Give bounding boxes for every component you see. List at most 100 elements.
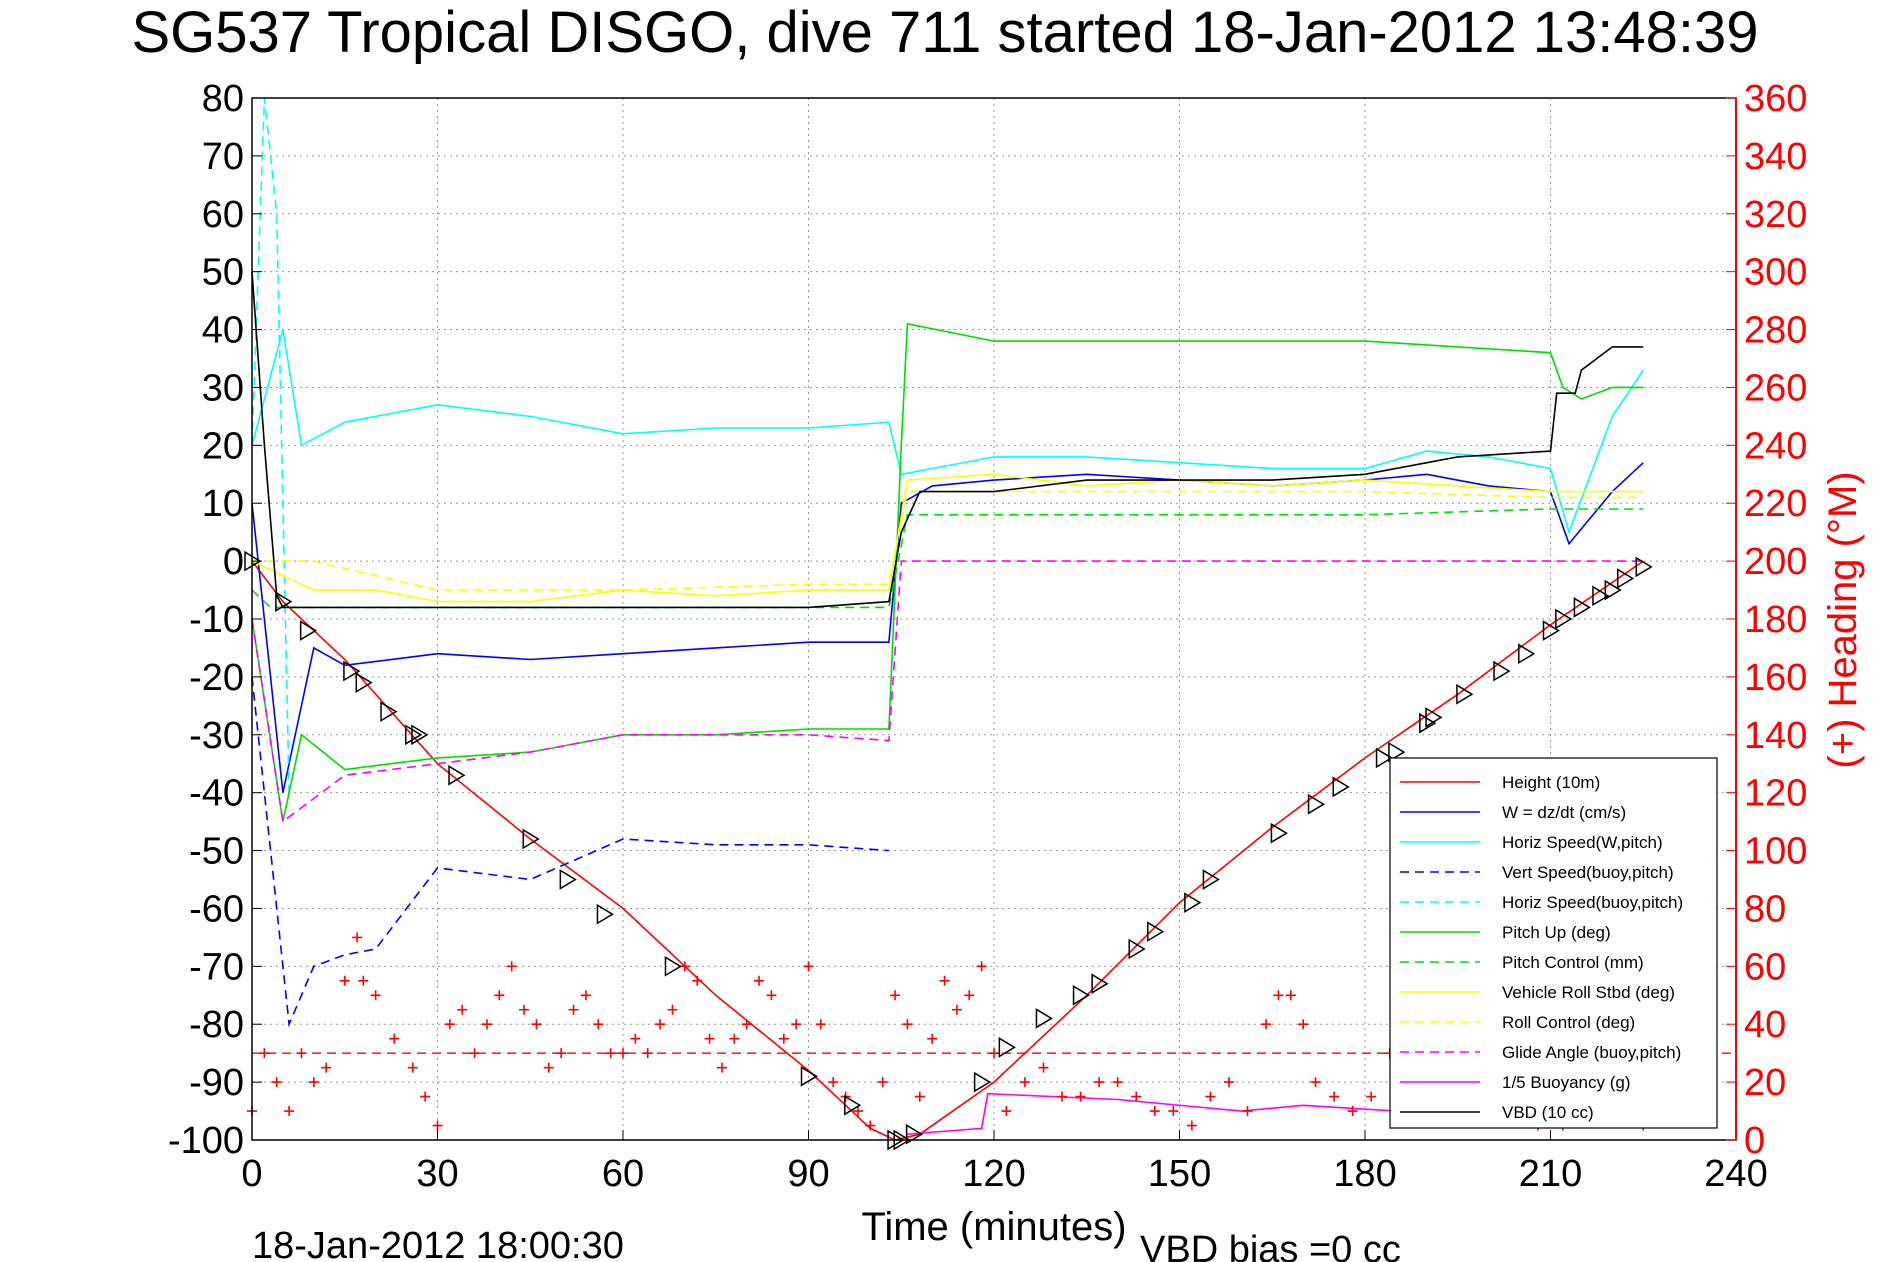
waypoint-markers	[244, 550, 1653, 1151]
waypoint-marker	[1518, 643, 1536, 665]
y-axis-ticks: 80 70 60 50 40 30 20 10 0 -10 -20 -30 -40 -50 -60 -70 -8…	[168, 78, 262, 1162]
heading-point	[951, 1004, 962, 1015]
heading-point	[815, 1019, 826, 1030]
heading-point	[778, 1033, 789, 1044]
y2-tick-label: 360	[1744, 78, 1807, 120]
waypoint-marker	[973, 1071, 992, 1093]
heading-point	[1019, 1077, 1030, 1088]
heading-point	[716, 1062, 727, 1073]
y-tick-label: -40	[189, 773, 244, 815]
heading-point	[543, 1062, 554, 1073]
y2-tick-label: 40	[1744, 1004, 1786, 1046]
heading-point	[339, 975, 350, 986]
legend-label: Vehicle Roll Stbd (deg)	[1502, 983, 1675, 1002]
heading-point	[877, 1077, 888, 1088]
heading-point	[481, 1019, 492, 1030]
y2-tick-label: 340	[1744, 136, 1807, 178]
series-roll_control	[252, 490, 1644, 591]
y-tick-label: -60	[189, 888, 244, 930]
heading-point	[964, 990, 975, 1001]
waypoint-marker	[405, 724, 423, 746]
heading-point	[1112, 1077, 1123, 1088]
waypoint-marker	[1419, 712, 1437, 734]
heading-point	[605, 1048, 616, 1059]
heading-point	[803, 961, 814, 972]
legend-label: VBD (10 cc)	[1502, 1103, 1594, 1122]
heading-point	[618, 1048, 628, 1059]
heading-point	[1261, 1019, 1272, 1030]
y-tick-label: 80	[202, 78, 244, 120]
waypoint-marker	[1425, 707, 1443, 728]
legend-label: Pitch Control (mm)	[1502, 953, 1644, 972]
y-tick-label: 70	[202, 136, 244, 178]
waypoint-marker	[1542, 620, 1560, 641]
waypoint-marker	[1375, 747, 1394, 769]
waypoint-marker	[1332, 776, 1350, 798]
y2-axis-label: (+) Heading (°M)	[1821, 471, 1865, 768]
heading-point	[976, 961, 987, 972]
heading-point	[519, 1004, 530, 1015]
heading-point	[754, 975, 765, 986]
heading-point	[494, 990, 505, 1001]
heading-point	[655, 1019, 666, 1030]
waypoint-marker	[905, 1123, 924, 1145]
x-tick-label: 60	[602, 1153, 644, 1195]
legend-label: Glide Angle (buoy,pitch)	[1502, 1043, 1681, 1062]
heading-point	[642, 1048, 653, 1059]
waypoint-marker	[411, 724, 429, 746]
waypoint-marker	[522, 828, 540, 850]
heading-point	[420, 1091, 431, 1102]
heading-point	[1131, 1091, 1142, 1102]
y-tick-label: -20	[189, 657, 244, 699]
heading-point	[902, 1019, 913, 1030]
heading-point	[890, 990, 901, 1001]
heading-point	[370, 990, 381, 1001]
waypoint-marker	[1604, 579, 1622, 601]
y-tick-label: -10	[189, 599, 244, 641]
legend-label: Roll Control (deg)	[1502, 1013, 1635, 1032]
heading-point	[407, 1062, 418, 1073]
x-tick-label: 90	[787, 1153, 829, 1195]
waypoint-marker	[1147, 921, 1165, 942]
heading-point	[791, 1019, 802, 1030]
heading-point	[927, 1033, 938, 1044]
heading-point	[741, 1019, 752, 1030]
y2-tick-label: 180	[1744, 599, 1807, 641]
heading-point	[865, 1120, 876, 1131]
y-tick-label: 60	[202, 194, 244, 236]
heading-point	[432, 1120, 443, 1131]
x-tick-label: 240	[1704, 1153, 1767, 1195]
legend-label: Horiz Speed(W,pitch)	[1502, 833, 1663, 852]
x-tick-label: 150	[1148, 1153, 1211, 1195]
legend-label: Height (10m)	[1502, 773, 1600, 792]
y2-axis-ticks: 3603403203002802602402202001801601401201…	[1726, 78, 1807, 1162]
y2-tick-label: 300	[1744, 252, 1807, 294]
y-tick-label: 10	[202, 483, 244, 525]
heading-point	[568, 1004, 579, 1015]
waypoint-marker	[1184, 892, 1202, 913]
waypoint-marker	[998, 1037, 1016, 1058]
waypoint-marker	[275, 591, 293, 612]
waypoint-marker	[1202, 869, 1220, 890]
heading-point	[630, 1033, 641, 1044]
legend-label: Horiz Speed(buoy,pitch)	[1502, 893, 1683, 912]
heading-point	[271, 1077, 282, 1088]
y-tick-label: 50	[202, 252, 244, 294]
waypoint-marker	[299, 620, 318, 641]
legend-label: 1/5 Buoyancy (g)	[1502, 1073, 1631, 1092]
heading-point	[667, 1004, 678, 1015]
x-tick-label: 0	[241, 1153, 262, 1195]
y2-tick-label: 280	[1744, 310, 1807, 352]
waypoint-marker	[448, 764, 466, 786]
waypoint-marker	[1270, 822, 1288, 844]
heading-point	[692, 975, 703, 986]
heading-point	[1223, 1077, 1234, 1088]
heading-point	[308, 1077, 319, 1088]
y2-tick-label: 260	[1744, 367, 1807, 409]
series-w	[251, 462, 1644, 793]
heading-point	[580, 990, 591, 1001]
y2-tick-label: 0	[1744, 1120, 1765, 1162]
waypoint-marker	[1573, 597, 1591, 618]
legend-box	[1389, 757, 1718, 1129]
heading-point	[1205, 1091, 1216, 1102]
